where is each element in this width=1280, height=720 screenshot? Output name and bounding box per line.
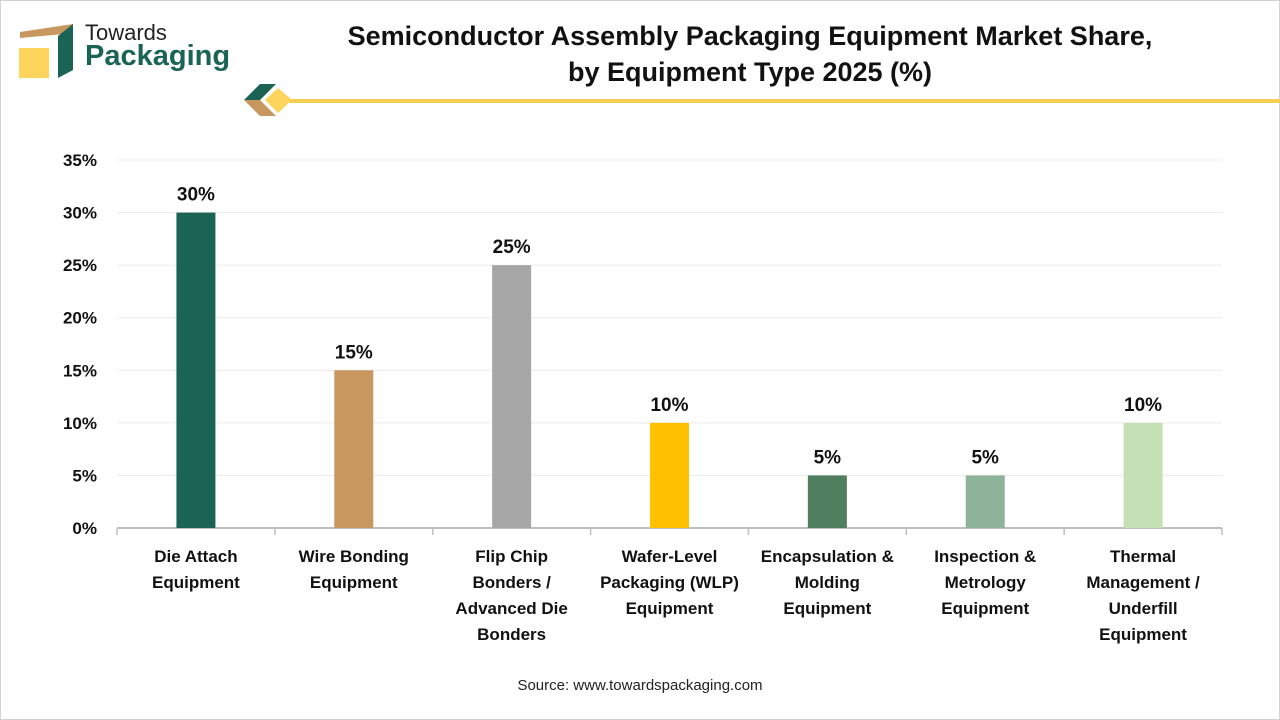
title-line-1: Semiconductor Assembly Packaging Equipme… [347,21,1153,51]
y-tick-label: 15% [63,361,97,380]
source-note: Source: www.towardspackaging.com [517,677,763,694]
x-tick-label: Equipment [152,573,240,592]
x-tick-label: Equipment [626,599,714,618]
data-label: 10% [650,395,688,416]
data-label: 5% [814,447,842,468]
x-tick-label: Molding [795,573,860,592]
y-tick-label: 10% [63,414,97,433]
brand-logo: Towards Packaging [18,20,230,87]
x-tick-label: Equipment [941,599,1029,618]
x-tick-label: Equipment [1099,625,1187,644]
bar [334,370,374,528]
y-tick-label: 35% [63,151,97,170]
y-tick-label: 30% [63,204,97,223]
x-tick-label: Wire Bonding [299,547,409,566]
data-label: 5% [971,447,999,468]
box-logo-icon [19,24,73,78]
x-tick-label: Equipment [310,573,398,592]
x-tick-label: Wafer-Level [622,547,718,566]
data-label: 25% [493,237,531,258]
bar [650,422,689,528]
x-tick-label: Packaging (WLP) [600,573,739,592]
x-tick-label: Bonders / [472,573,551,592]
y-tick-label: 20% [63,309,97,328]
x-tick-label: Die Attach [154,547,237,566]
y-tick-label: 0% [72,519,97,538]
x-tick-label: Management / [1086,573,1200,592]
data-label: 10% [1124,395,1162,416]
x-tick-label: Advanced Die [455,599,567,618]
x-tick-label: Flip Chip [475,547,548,566]
bar [807,475,847,528]
bar [965,475,1005,528]
data-label: 30% [177,185,215,206]
y-tick-label: 25% [63,256,97,275]
brand-name-line1: Towards [85,20,167,45]
bar [176,212,216,529]
x-tick-label: Encapsulation & [761,547,894,566]
x-tick-label: Underfill [1109,599,1178,618]
bar [492,265,532,528]
data-label: 15% [335,342,373,363]
x-tick-label: Equipment [783,599,871,618]
chart-title: Semiconductor Assembly Packaging Equipme… [250,18,1250,90]
bar [1123,422,1163,528]
title-underline-decoration [244,84,1280,116]
title-line-2: by Equipment Type 2025 (%) [567,57,933,87]
x-tick-label: Bonders [477,625,546,644]
y-tick-label: 5% [72,466,97,485]
x-tick-label: Thermal [1110,547,1176,566]
brand-name-line2: Packaging [85,40,231,72]
x-tick-label: Metrology [945,573,1027,592]
x-tick-label: Inspection & [934,547,1036,566]
